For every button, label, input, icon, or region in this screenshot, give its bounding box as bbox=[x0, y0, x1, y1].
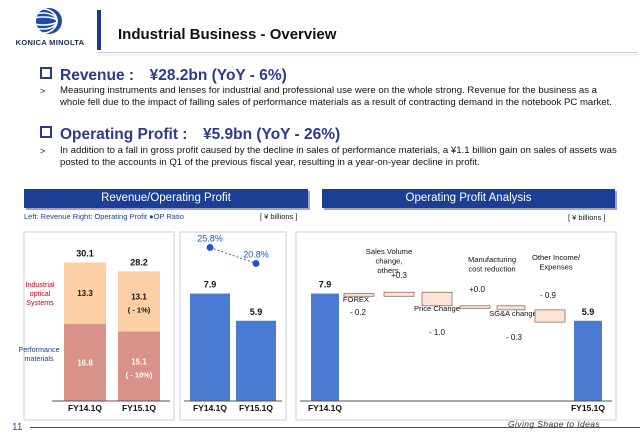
revenue-bar-industrial-optical bbox=[118, 271, 160, 332]
segment-label-performance: materials bbox=[24, 354, 54, 363]
x-tick-label: FY15.1Q bbox=[239, 403, 273, 413]
op-value-label: 7.9 bbox=[204, 280, 217, 290]
footer-divider bbox=[30, 427, 640, 428]
segment-label-industrial: Industrial bbox=[25, 280, 55, 289]
tagline: Giving Shape to Ideas bbox=[508, 419, 601, 429]
revenue-segment-label: 16.8 bbox=[77, 358, 93, 367]
revenue-segment-label: 13.3 bbox=[77, 289, 93, 298]
revenue-heading-text: Revenue : ¥28.2bn (YoY - 6%) bbox=[60, 67, 287, 84]
revenue-bullet-text: Measuring instruments and lenses for ind… bbox=[60, 85, 612, 108]
arrow-bullet-icon: > bbox=[40, 86, 46, 96]
panel-title-op-analysis: Operating Profit Analysis bbox=[322, 189, 615, 208]
x-tick-label: FY15.1Q bbox=[122, 403, 156, 413]
panel-title-revenue-op: Revenue/Operating Profit bbox=[24, 189, 308, 208]
op-ratio-point bbox=[252, 260, 260, 267]
revenue-bar-industrial-optical bbox=[64, 262, 106, 324]
waterfall-delta-bar bbox=[496, 305, 526, 311]
waterfall-total-bar bbox=[574, 320, 602, 401]
waterfall-total-bar bbox=[311, 293, 339, 401]
waterfall-step-label: cost reduction bbox=[468, 265, 515, 274]
title-accent bbox=[97, 10, 101, 50]
waterfall-total-label: 7.9 bbox=[319, 280, 332, 290]
revenue-change-label: ( - 10%) bbox=[126, 370, 153, 379]
op-bullet-text: In addition to a fall in gross profit ca… bbox=[60, 145, 617, 168]
konica-minolta-logo-icon bbox=[36, 8, 62, 34]
waterfall-step-label: FOREX bbox=[343, 295, 369, 304]
waterfall-delta-bar bbox=[383, 291, 415, 297]
unit-label-right: [ ¥ billions ] bbox=[568, 213, 606, 222]
revenue-total-label: 28.2 bbox=[130, 257, 148, 267]
segment-label-industrial: optical bbox=[30, 289, 51, 298]
waterfall-value-label: - 0.9 bbox=[540, 291, 557, 300]
chart-legend: Left: Revenue Right: Operating Profit ●O… bbox=[24, 212, 184, 221]
company-name: KONICA MINOLTA bbox=[15, 38, 85, 47]
x-tick-label: FY14.1Q bbox=[193, 403, 227, 413]
waterfall-step-label: Price Change bbox=[414, 304, 460, 313]
waterfall-step-label: change, bbox=[375, 257, 402, 266]
revenue-segment-label: 15.1 bbox=[131, 357, 147, 366]
waterfall-delta-bar bbox=[459, 305, 491, 309]
x-tick-label: FY14.1Q bbox=[308, 403, 342, 413]
page-number: 11 bbox=[12, 422, 23, 433]
header-divider bbox=[97, 52, 637, 53]
op-ratio-label: 25.8% bbox=[197, 233, 223, 243]
waterfall-value-label: - 1.0 bbox=[429, 328, 446, 337]
op-ratio-point bbox=[206, 244, 214, 251]
x-tick-label: FY14.1Q bbox=[68, 403, 102, 413]
x-tick-label: FY15.1Q bbox=[571, 403, 605, 413]
waterfall-delta-bar bbox=[534, 309, 566, 323]
op-value-label: 5.9 bbox=[250, 307, 263, 317]
op-heading: Operating Profit : ¥5.9bn (YoY - 26%) bbox=[40, 122, 340, 144]
waterfall-step-label: Manufacturing bbox=[468, 255, 516, 264]
revenue-panel-frame bbox=[23, 231, 175, 421]
waterfall-delta-bar bbox=[343, 293, 375, 297]
square-bullet-icon bbox=[40, 126, 52, 138]
op-bar bbox=[190, 293, 230, 401]
analysis-panel-frame bbox=[295, 231, 617, 421]
waterfall-value-label: +0.0 bbox=[469, 285, 485, 294]
op-bullet: > In addition to a fall in gross profit … bbox=[40, 145, 620, 185]
header-shadow bbox=[97, 54, 637, 57]
square-bullet-icon bbox=[40, 67, 52, 79]
revenue-total-label: 30.1 bbox=[76, 249, 94, 259]
revenue-bullet: > Measuring instruments and lenses for i… bbox=[40, 85, 620, 125]
segment-label-industrial: Systems bbox=[26, 298, 54, 307]
waterfall-step-label: SG&A change bbox=[489, 309, 537, 318]
waterfall-step-label: Sales Volume bbox=[366, 247, 412, 256]
waterfall-value-label: - 0.3 bbox=[506, 333, 523, 342]
waterfall-total-label: 5.9 bbox=[582, 307, 595, 317]
segment-label-performance: Performance bbox=[18, 345, 59, 354]
waterfall-step-label: others. bbox=[377, 266, 400, 275]
waterfall-step-label: Other Income/ bbox=[532, 253, 581, 262]
revenue-change-label: ( - 1%) bbox=[128, 305, 151, 314]
revenue-heading: Revenue : ¥28.2bn (YoY - 6%) bbox=[40, 63, 287, 85]
waterfall-value-label: +0.3 bbox=[391, 271, 407, 280]
page-title: Industrial Business - Overview bbox=[118, 26, 337, 43]
op-bar bbox=[236, 320, 276, 401]
revenue-bar-performance-materials bbox=[118, 331, 160, 401]
op-panel-frame bbox=[179, 231, 287, 421]
revenue-bar-performance-materials bbox=[64, 323, 106, 401]
arrow-bullet-icon: > bbox=[40, 146, 46, 156]
op-heading-text: Operating Profit : ¥5.9bn (YoY - 26%) bbox=[60, 126, 341, 143]
waterfall-value-label: - 0.2 bbox=[350, 308, 367, 317]
op-ratio-line bbox=[209, 246, 257, 264]
waterfall-delta-bar bbox=[421, 291, 453, 307]
waterfall-step-label: Expenses bbox=[539, 263, 573, 272]
unit-label-left: [ ¥ billions ] bbox=[260, 212, 298, 221]
header: KONICA MINOLTA Industrial Business - Ove… bbox=[0, 0, 640, 60]
op-ratio-label: 20.8% bbox=[243, 249, 269, 259]
revenue-segment-label: 13.1 bbox=[131, 292, 147, 301]
